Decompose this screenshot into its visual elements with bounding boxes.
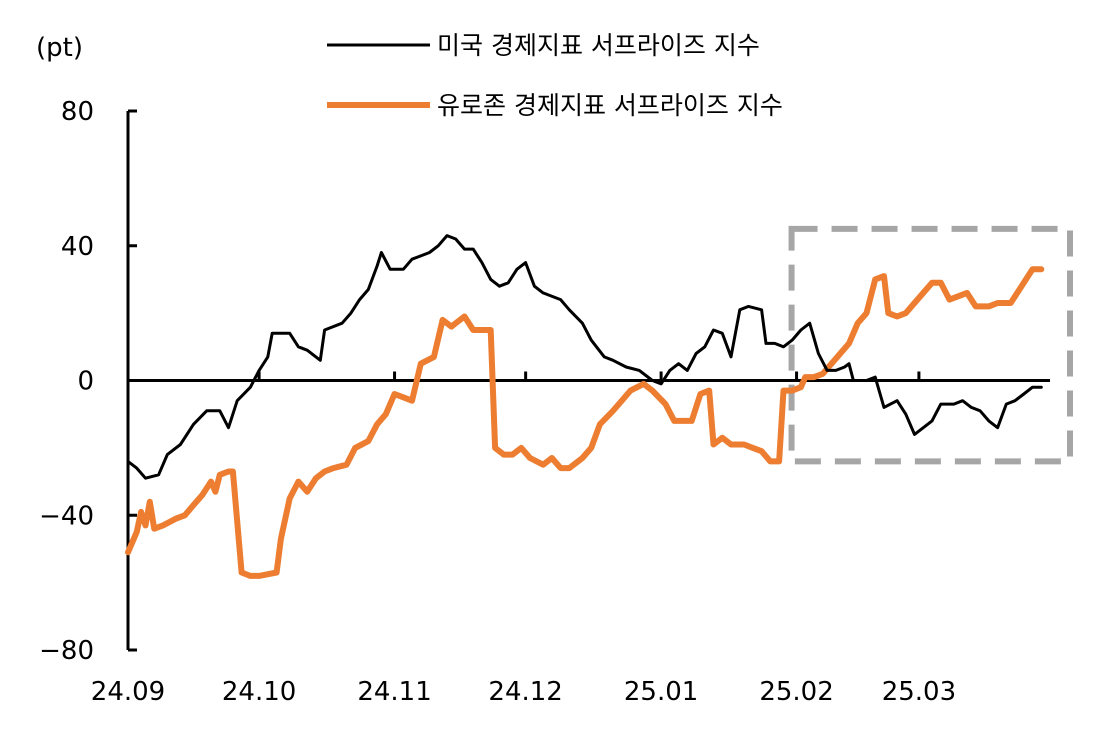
series-line-eurozone [125,266,1045,579]
plot-area: 80 40 0 −40 −80 24.09 24.10 24.11 24.12 25.01 25.0… [39,97,1074,707]
highlight-box [788,225,1074,465]
legend-label-us: 미국 경제지표 서프라이즈 지수 [437,31,760,60]
y-tick-label: 80 [61,97,94,127]
y-tick-label: −80 [39,636,94,666]
y-tick-label: −40 [39,501,94,531]
x-tick-label: 24.11 [357,677,431,707]
x-tick-label: 24.12 [488,677,562,707]
legend: 미국 경제지표 서프라이즈 지수 유로존 경제지표 서프라이즈 지수 [327,31,783,120]
y-tick-label: 0 [77,367,94,397]
legend-label-eurozone: 유로존 경제지표 서프라이즈 지수 [437,91,783,120]
x-tick-label: 24.10 [222,677,296,707]
x-tick-label: 24.09 [91,677,165,707]
series-line-us [126,234,1043,480]
x-tick-label: 25.01 [624,677,698,707]
x-tick-label: 25.03 [882,677,956,707]
y-axis-unit-label: (pt) [36,33,83,63]
x-tick-label: 25.02 [759,677,833,707]
y-tick-label: 40 [61,232,94,262]
